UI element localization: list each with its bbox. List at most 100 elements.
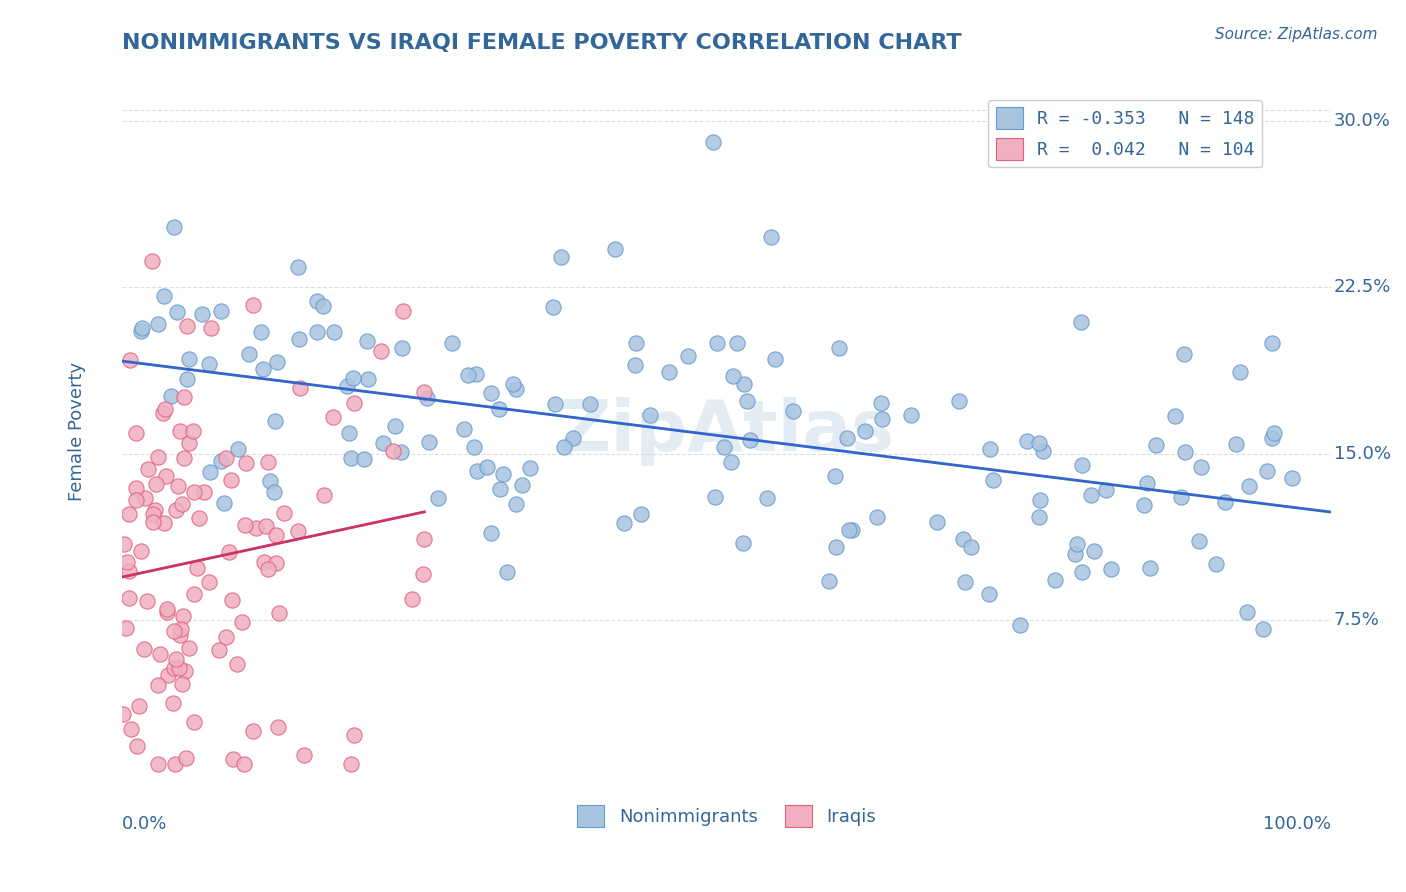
Point — [1205, 557, 1227, 571]
Point — [391, 445, 413, 459]
Point — [288, 381, 311, 395]
Point — [925, 516, 948, 530]
Point — [1188, 533, 1211, 548]
Point — [156, 601, 179, 615]
Point — [465, 464, 488, 478]
Point — [979, 587, 1001, 601]
Point — [215, 450, 238, 465]
Point — [256, 562, 278, 576]
Point — [193, 485, 215, 500]
Point — [179, 641, 201, 656]
Point — [464, 367, 486, 381]
Point — [177, 352, 200, 367]
Point — [782, 404, 804, 418]
Point — [1256, 465, 1278, 479]
Point — [172, 497, 194, 511]
Point — [737, 394, 759, 409]
Point — [496, 565, 519, 579]
Text: Female Poverty: Female Poverty — [67, 362, 86, 501]
Point — [218, 545, 240, 559]
Point — [163, 219, 186, 234]
Point — [1029, 493, 1052, 508]
Point — [163, 624, 186, 638]
Point — [153, 289, 176, 303]
Point — [156, 606, 179, 620]
Point — [426, 491, 449, 505]
Point — [870, 412, 893, 426]
Point — [118, 565, 141, 579]
Point — [457, 368, 479, 382]
Point — [337, 426, 360, 441]
Point — [129, 544, 152, 558]
Point — [142, 507, 165, 521]
Text: 30.0%: 30.0% — [1334, 112, 1391, 130]
Point — [191, 307, 214, 321]
Text: 0.0%: 0.0% — [122, 815, 167, 833]
Point — [173, 665, 195, 679]
Point — [723, 369, 745, 384]
Point — [1010, 618, 1032, 632]
Point — [267, 720, 290, 734]
Point — [112, 536, 135, 550]
Point — [579, 396, 602, 410]
Point — [221, 593, 243, 607]
Point — [1015, 434, 1038, 449]
Point — [825, 541, 848, 555]
Point — [630, 507, 652, 521]
Point — [136, 593, 159, 607]
Point — [475, 459, 498, 474]
Point — [853, 424, 876, 438]
Point — [162, 697, 184, 711]
Point — [1045, 574, 1067, 588]
Point — [1213, 494, 1236, 508]
Point — [288, 332, 311, 346]
Point — [214, 496, 236, 510]
Point — [115, 621, 138, 635]
Point — [176, 319, 198, 334]
Point — [706, 336, 728, 351]
Point — [125, 481, 148, 495]
Point — [177, 435, 200, 450]
Point — [818, 574, 841, 588]
Point — [835, 431, 858, 445]
Point — [702, 135, 724, 149]
Point — [307, 294, 329, 309]
Point — [759, 230, 782, 244]
Point — [900, 409, 922, 423]
Point — [1189, 459, 1212, 474]
Point — [1083, 544, 1105, 558]
Point — [1071, 565, 1094, 579]
Point — [401, 592, 423, 607]
Point — [1028, 510, 1050, 524]
Point — [208, 643, 231, 657]
Point — [550, 250, 572, 264]
Point — [658, 365, 681, 379]
Point — [370, 344, 392, 359]
Point — [233, 757, 256, 772]
Point — [1071, 458, 1094, 473]
Point — [441, 336, 464, 351]
Point — [704, 490, 727, 504]
Point — [245, 521, 267, 535]
Point — [141, 254, 163, 268]
Point — [219, 473, 242, 487]
Point — [413, 532, 436, 546]
Point — [640, 408, 662, 422]
Point — [1236, 605, 1258, 619]
Point — [169, 424, 191, 438]
Point — [356, 334, 378, 348]
Point — [562, 431, 585, 445]
Point — [624, 335, 647, 350]
Point — [492, 467, 515, 481]
Point — [1229, 364, 1251, 378]
Point — [1099, 562, 1122, 576]
Point — [553, 440, 575, 454]
Point — [505, 382, 527, 396]
Point — [257, 455, 280, 469]
Point — [200, 466, 222, 480]
Point — [948, 394, 970, 409]
Text: 7.5%: 7.5% — [1334, 611, 1379, 629]
Point — [226, 442, 249, 456]
Point — [725, 335, 748, 350]
Point — [143, 502, 166, 516]
